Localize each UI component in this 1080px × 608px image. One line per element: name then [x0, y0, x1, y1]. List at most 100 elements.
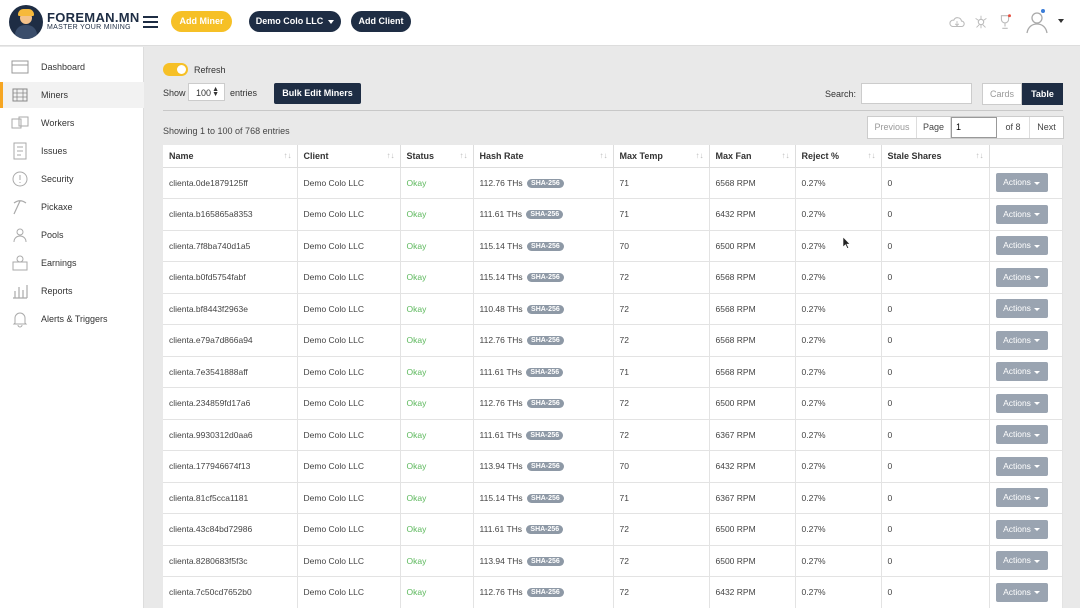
actions-dropdown-button[interactable]: Actions — [995, 299, 1048, 319]
actions-dropdown-button[interactable]: Actions — [995, 488, 1048, 508]
menu-toggle-icon[interactable] — [143, 16, 158, 28]
miner-name[interactable]: clienta.e79a7d866a94 — [163, 324, 298, 357]
foreman-logo[interactable] — [9, 5, 43, 39]
miner-name[interactable]: clienta.7e3541888aff — [163, 356, 298, 388]
actions-dropdown-button[interactable]: Actions — [995, 330, 1048, 350]
actions-dropdown-button[interactable]: Actions — [995, 393, 1048, 413]
miner-name[interactable]: clienta.bf8443f2963e — [163, 293, 298, 325]
table-row[interactable]: clienta.81cf5cca1181 Demo Colo LLC Okay 115… — [163, 482, 1063, 514]
algo-badge: SHA-256 — [527, 273, 564, 283]
sidebar-item-pools[interactable]: Pools — [0, 222, 144, 248]
workers-icon — [11, 116, 29, 129]
user-avatar-icon[interactable] — [1024, 9, 1050, 35]
user-menu-chevron-icon[interactable] — [1058, 19, 1064, 23]
entries-select[interactable]: 100 ▲ ▼ — [188, 83, 225, 101]
miner-name[interactable]: clienta.9930312d0aa6 — [163, 419, 298, 451]
table-row[interactable]: clienta.8280683f5f3c Demo Colo LLC Okay 113… — [163, 545, 1063, 577]
sidebar-item-label: Workers — [41, 118, 75, 128]
reject-cell: 0.27% — [795, 293, 882, 325]
miner-client: Demo Colo LLC — [297, 230, 401, 262]
column-header-hash-rate[interactable]: Hash Rate ↑↓ — [473, 145, 614, 168]
miner-name[interactable]: clienta.81cf5cca1181 — [163, 482, 298, 514]
table-row[interactable]: clienta.7f8ba740d1a5 Demo Colo LLC Okay 115… — [163, 230, 1063, 262]
miner-name[interactable]: clienta.43c84bd72986 — [163, 513, 298, 546]
stale-shares-cell: 0 — [881, 576, 990, 608]
trophy-icon[interactable] — [996, 13, 1014, 31]
previous-page-button[interactable]: Previous — [868, 117, 917, 138]
table-row[interactable]: clienta.9930312d0aa6 Demo Colo LLC Okay 111… — [163, 419, 1063, 451]
actions-label: Actions — [1003, 271, 1031, 282]
table-row[interactable]: clienta.bf8443f2963e Demo Colo LLC Okay 110… — [163, 293, 1063, 325]
actions-label: Actions — [1003, 334, 1031, 345]
page-label: Page — [917, 117, 951, 138]
sidebar-item-issues[interactable]: Issues — [0, 138, 144, 164]
table-row[interactable]: clienta.43c84bd72986 Demo Colo LLC Okay 111… — [163, 513, 1063, 546]
max-fan-cell: 6568 RPM — [709, 324, 796, 357]
miners-table: Name ↑↓ Client ↑↓ Status ↑↓ Hash Rate ↑↓ Max… — [163, 145, 1063, 608]
table-row[interactable]: clienta.0de1879125ff Demo Colo LLC Okay 112… — [163, 167, 1063, 199]
actions-dropdown-button[interactable]: Actions — [995, 236, 1048, 256]
cloud-icon[interactable] — [948, 13, 966, 31]
sidebar-item-security[interactable]: Security — [0, 166, 144, 192]
sidebar-item-miners[interactable]: Miners — [0, 82, 144, 108]
add-client-button[interactable]: Add Client — [351, 11, 411, 32]
actions-dropdown-button[interactable]: Actions — [995, 456, 1048, 476]
cards-view-button[interactable]: Cards — [982, 83, 1022, 105]
table-row[interactable]: clienta.7c50cd7652b0 Demo Colo LLC Okay 112… — [163, 576, 1063, 608]
sidebar-item-reports[interactable]: Reports — [0, 278, 144, 304]
column-header-name[interactable]: Name ↑↓ — [163, 145, 298, 168]
bulk-edit-miners-button[interactable]: Bulk Edit Miners — [274, 83, 361, 104]
hash-rate-value: 112.76 THs — [479, 177, 523, 188]
actions-dropdown-button[interactable]: Actions — [995, 173, 1048, 193]
actions-dropdown-button[interactable]: Actions — [995, 267, 1048, 287]
column-header-reject[interactable]: Reject % ↑↓ — [795, 145, 882, 168]
page-number-input[interactable] — [951, 117, 997, 138]
miners-icon — [12, 88, 28, 102]
miner-name[interactable]: clienta.8280683f5f3c — [163, 545, 298, 577]
sidebar-item-dashboard[interactable]: Dashboard — [0, 54, 144, 80]
table-row[interactable]: clienta.e79a7d866a94 Demo Colo LLC Okay 112… — [163, 324, 1063, 357]
table-view-button[interactable]: Table — [1022, 83, 1063, 105]
sidebar-item-workers[interactable]: Workers — [0, 110, 144, 136]
table-row[interactable]: clienta.b165865a8353 Demo Colo LLC Okay 111… — [163, 198, 1063, 231]
client-select-button[interactable]: Demo Colo LLC — [249, 11, 341, 32]
chevron-down-icon — [1033, 370, 1040, 374]
sidebar-item-earnings[interactable]: Earnings — [0, 250, 144, 276]
search-input[interactable] — [861, 83, 972, 104]
miner-name[interactable]: clienta.234859fd17a6 — [163, 387, 298, 420]
miner-name[interactable]: clienta.b165865a8353 — [163, 198, 298, 231]
actions-label: Actions — [1003, 177, 1031, 188]
add-miner-button[interactable]: Add Miner — [171, 11, 232, 32]
actions-dropdown-button[interactable]: Actions — [995, 362, 1048, 382]
actions-dropdown-button[interactable]: Actions — [995, 519, 1048, 539]
max-fan-cell: 6568 RPM — [709, 293, 796, 325]
table-row[interactable]: clienta.234859fd17a6 Demo Colo LLC Okay 112… — [163, 387, 1063, 420]
actions-dropdown-button[interactable]: Actions — [995, 425, 1048, 445]
sidebar-item-pickaxe[interactable]: Pickaxe — [0, 194, 144, 220]
column-header-max-fan[interactable]: Max Fan ↑↓ — [709, 145, 796, 168]
table-row[interactable]: clienta.7e3541888aff Demo Colo LLC Okay 111… — [163, 356, 1063, 388]
table-row[interactable]: clienta.b0fd5754fabf Demo Colo LLC Okay 115… — [163, 261, 1063, 294]
actions-dropdown-button[interactable]: Actions — [995, 551, 1048, 571]
miner-name[interactable]: clienta.7f8ba740d1a5 — [163, 230, 298, 262]
miner-name[interactable]: clienta.177946674f13 — [163, 450, 298, 483]
miner-name[interactable]: clienta.0de1879125ff — [163, 167, 298, 199]
sidebar-item-label: Issues — [41, 146, 68, 156]
actions-dropdown-button[interactable]: Actions — [995, 204, 1048, 224]
refresh-toggle[interactable] — [163, 63, 188, 76]
column-header-client[interactable]: Client ↑↓ — [297, 145, 401, 168]
actions-dropdown-button[interactable]: Actions — [995, 582, 1048, 602]
sidebar-item-alerts[interactable]: Alerts & Triggers — [0, 306, 144, 332]
network-icon[interactable] — [972, 13, 990, 31]
table-row[interactable]: clienta.177946674f13 Demo Colo LLC Okay 113… — [163, 450, 1063, 483]
algo-badge: SHA-256 — [527, 493, 564, 503]
reject-cell: 0.27% — [795, 356, 882, 388]
column-header-stale-shares[interactable]: Stale Shares ↑↓ — [881, 145, 990, 168]
status-badge: Okay — [400, 198, 474, 231]
miner-name[interactable]: clienta.b0fd5754fabf — [163, 261, 298, 294]
miner-name[interactable]: clienta.7c50cd7652b0 — [163, 576, 298, 608]
column-header-status[interactable]: Status ↑↓ — [400, 145, 474, 168]
next-page-button[interactable]: Next — [1037, 122, 1056, 132]
max-temp-cell: 70 — [613, 450, 710, 483]
column-header-max-temp[interactable]: Max Temp ↑↓ — [613, 145, 710, 168]
